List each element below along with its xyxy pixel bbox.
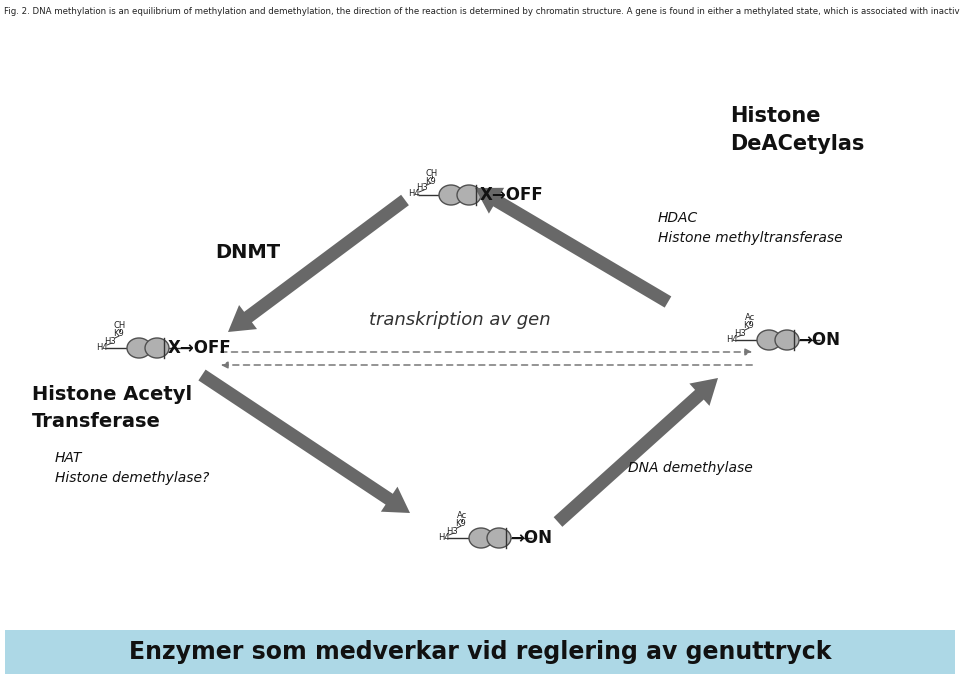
Text: CH: CH <box>426 168 438 177</box>
FancyArrow shape <box>199 370 410 513</box>
Ellipse shape <box>439 185 463 205</box>
Text: DNA demethylase: DNA demethylase <box>628 461 753 475</box>
Text: H4: H4 <box>726 334 738 344</box>
Ellipse shape <box>469 528 493 548</box>
Text: →ON: →ON <box>510 529 552 547</box>
Text: Enzymer som medverkar vid reglering av genuttryck: Enzymer som medverkar vid reglering av g… <box>129 640 831 664</box>
Text: H4: H4 <box>438 533 450 542</box>
Ellipse shape <box>757 330 781 350</box>
FancyArrow shape <box>554 378 718 527</box>
Text: Ac: Ac <box>457 512 468 520</box>
Text: Fig. 2. DNA methylation is an equilibrium of methylation and demethylation, the : Fig. 2. DNA methylation is an equilibriu… <box>4 7 960 16</box>
Text: transkription av gen: transkription av gen <box>370 311 551 329</box>
Text: X→OFF: X→OFF <box>168 339 231 357</box>
Text: H3: H3 <box>446 527 458 535</box>
Text: K9: K9 <box>743 321 754 331</box>
Text: H4: H4 <box>96 342 108 351</box>
Text: Ac: Ac <box>745 314 756 323</box>
Text: CH: CH <box>114 321 126 331</box>
Text: HAT
Histone demethylase?: HAT Histone demethylase? <box>55 451 209 485</box>
Text: →ON: →ON <box>798 331 840 349</box>
Text: H3: H3 <box>104 336 116 346</box>
Text: H3: H3 <box>416 183 428 192</box>
FancyArrow shape <box>475 188 671 308</box>
Ellipse shape <box>487 528 511 548</box>
Text: K9: K9 <box>455 520 466 529</box>
Text: Histone Acetyl
Transferase: Histone Acetyl Transferase <box>32 385 192 431</box>
Ellipse shape <box>457 185 481 205</box>
Text: H3: H3 <box>734 329 746 338</box>
Ellipse shape <box>145 338 169 358</box>
FancyArrow shape <box>228 195 409 332</box>
Text: Histone
DeACetylas: Histone DeACetylas <box>730 106 864 154</box>
Text: K9: K9 <box>112 329 124 338</box>
Ellipse shape <box>775 330 799 350</box>
Text: DNMT: DNMT <box>215 243 280 261</box>
Text: H4: H4 <box>408 190 420 198</box>
Text: HDAC
Histone methyltransferase: HDAC Histone methyltransferase <box>658 211 843 245</box>
FancyBboxPatch shape <box>5 630 955 674</box>
Text: K9: K9 <box>424 177 436 186</box>
Text: X→OFF: X→OFF <box>480 186 543 204</box>
Ellipse shape <box>127 338 151 358</box>
